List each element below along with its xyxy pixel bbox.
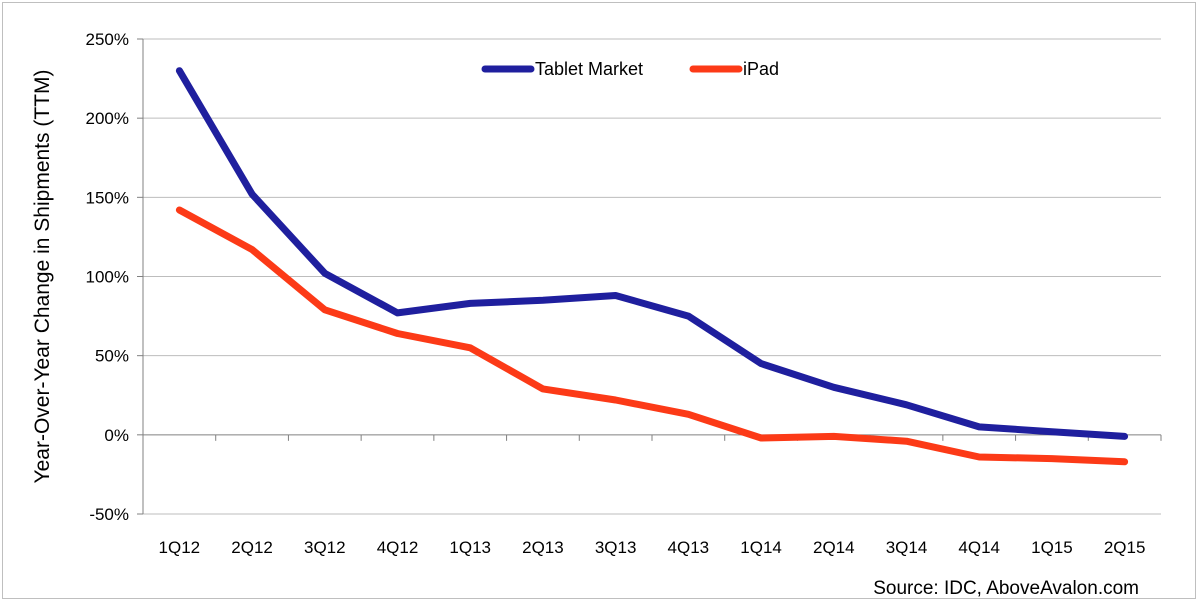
x-tick-label: 2Q13 — [522, 538, 564, 557]
y-tick-label: 100% — [86, 268, 129, 287]
x-tick-label: 3Q12 — [304, 538, 346, 557]
x-tick-label: 3Q14 — [886, 538, 928, 557]
source-annotation: Source: IDC, AboveAvalon.com — [873, 578, 1139, 599]
series-lines — [175, 67, 1129, 466]
y-tick-label: 150% — [86, 188, 129, 207]
x-tick-label: 2Q12 — [231, 538, 273, 557]
y-tick-label: 0% — [104, 426, 129, 445]
gridlines — [143, 38, 1161, 515]
x-tick-label: 4Q14 — [958, 538, 1000, 557]
y-axis-title: Year-Over-Year Change in Shipments (TTM) — [31, 70, 54, 484]
x-tick-labels: 1Q12 2Q12 3Q12 4Q12 1Q13 2Q13 3Q13 4Q13 1Q14 2Q14… — [159, 538, 1146, 557]
x-tick-label: 1Q12 — [159, 538, 201, 557]
axes — [137, 38, 1162, 515]
x-tick-label: 3Q13 — [595, 538, 637, 557]
y-tick-label: 50% — [95, 347, 129, 366]
x-tick-label: 1Q14 — [740, 538, 782, 557]
x-tick-label: 4Q12 — [377, 538, 419, 557]
legend-label: iPad — [743, 59, 779, 79]
y-tick-label: -50% — [89, 505, 129, 524]
legend-label: Tablet Market — [535, 59, 643, 79]
x-tick-label: 1Q15 — [1031, 538, 1073, 557]
series-line-tablet-market — [175, 67, 1129, 440]
y-tick-labels: -50% 0% 50% 100% 150% 200% 250% — [86, 30, 129, 524]
x-tick-label: 4Q13 — [668, 538, 710, 557]
y-tick-label: 200% — [86, 109, 129, 128]
legend: Tablet Market iPad — [481, 59, 779, 79]
x-tick-label: 2Q15 — [1104, 538, 1146, 557]
x-tick-label: 1Q13 — [449, 538, 491, 557]
x-tick-label: 2Q14 — [813, 538, 855, 557]
line-chart: -50% 0% 50% 100% 150% 200% 250% 1Q12 2Q12 3Q12 4Q… — [31, 30, 1162, 599]
series-line-ipad — [175, 206, 1129, 466]
y-tick-label: 250% — [86, 30, 129, 49]
